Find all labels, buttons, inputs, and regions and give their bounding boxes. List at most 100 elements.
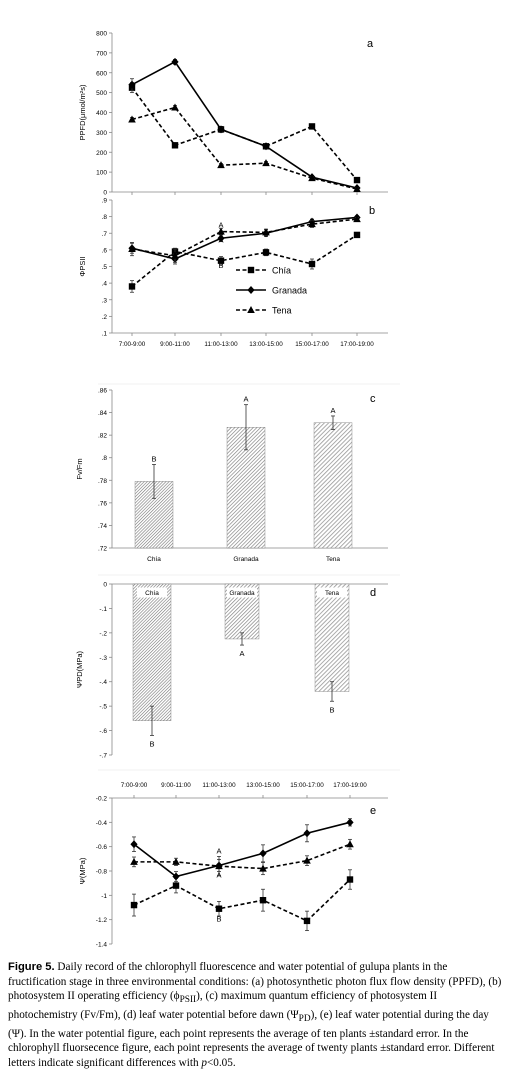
category-label-d: Tena [325, 590, 339, 597]
series-a-chía [128, 82, 361, 184]
data-point-b [353, 231, 361, 239]
panel-c: .72 .74 .76 .78 .8 .82 .84 .86 B Chía A Granada A Ten… [75, 388, 388, 563]
data-point-b [308, 260, 316, 268]
significance-letter-b: A [218, 235, 223, 244]
y-tick-label-d: -.7 [99, 753, 107, 760]
significance-letter-b: A [218, 220, 223, 229]
panel-a: 0 100 200 300 400 500 600 700 800 a PPFD(μmol/m²s) [78, 31, 388, 197]
x-tick-label-b: 9:00-11:00 [160, 341, 190, 348]
legend-marker [247, 266, 255, 274]
significance-letter-c: B [151, 454, 156, 463]
data-point-e [172, 882, 180, 889]
category-label-bg-d [317, 587, 347, 598]
data-point-e [259, 864, 267, 872]
panel-label-a: a [367, 38, 374, 50]
x-tick-label-e: 13:00-15:00 [246, 782, 280, 789]
data-point-e [130, 857, 138, 865]
data-point-e [259, 897, 267, 904]
y-tick-label-b: .4 [102, 281, 108, 288]
x-tick-label-e: 11:00-13:00 [202, 782, 236, 789]
category-label-d: Chía [145, 590, 159, 597]
data-point-e [215, 862, 223, 870]
data-point-a [217, 125, 225, 134]
y-tick-label-c: .8 [102, 455, 108, 462]
data-point-b [128, 283, 136, 290]
y-tick-label-b: .8 [102, 214, 108, 221]
data-point-a [308, 174, 316, 182]
series-line-a [131, 106, 358, 190]
bar-d-tena [314, 583, 350, 692]
y-tick-label-b: .6 [102, 247, 108, 254]
data-point-b [217, 257, 225, 264]
y-tick-label-a: 600 [96, 70, 107, 77]
panel-label-e: e [370, 805, 376, 817]
significance-letter-e: A [216, 846, 221, 855]
panel-b: .1 .2 .3 .4 .5 .6 .7 .8 .9 7:00-9:00 9:00-11:00 11:… [78, 198, 388, 348]
category-label-d: Granada [229, 590, 255, 597]
series-a-tena [128, 103, 361, 193]
data-point-b [308, 220, 316, 228]
data-point-e [346, 818, 354, 827]
data-point-b [353, 215, 361, 223]
significance-letter-d: B [329, 705, 334, 714]
y-tick-label-e: -1 [101, 893, 107, 900]
panel-label-d: d [370, 587, 376, 599]
y-axis-label-c: Fv/Fm [75, 458, 84, 479]
y-tick-label-a: 400 [96, 110, 107, 117]
y-tick-label-d: -.1 [99, 606, 107, 613]
category-label-c: Granada [233, 556, 259, 563]
significance-letter-d: A [239, 649, 244, 658]
data-point-b [128, 245, 136, 253]
y-tick-label-a: 700 [96, 50, 107, 57]
y-tick-label-a: 300 [96, 130, 107, 137]
data-point-e [303, 856, 311, 864]
data-point-e [259, 849, 267, 858]
bar-c-tena [313, 422, 353, 549]
y-axis-label-e: Ψ(MPa) [78, 857, 87, 884]
figure-caption: Figure 5. Daily record of the chlorophyl… [8, 960, 508, 1071]
legend-marker [247, 306, 255, 313]
data-point-b [217, 227, 225, 235]
y-tick-label-a: 200 [96, 150, 107, 157]
data-point-e [346, 840, 354, 848]
data-point-a [308, 123, 316, 130]
caption-text-3: ), (e) leaf water potential during the d… [8, 1009, 495, 1070]
y-tick-label-d: -.5 [99, 704, 107, 711]
data-point-a [353, 176, 361, 184]
series-e-tena [130, 838, 354, 877]
x-tick-label-b: 11:00-13:00 [204, 341, 238, 348]
data-point-a [262, 159, 270, 167]
data-point-b [171, 251, 179, 259]
figure-5-chart: 0 100 200 300 400 500 600 700 800 a PPFD(μmol/m²s)… [75, 31, 400, 949]
category-label-bg-d [137, 587, 167, 598]
data-point-a [262, 142, 270, 151]
y-tick-label-a: 100 [96, 170, 107, 177]
panel-label-b: b [369, 205, 375, 217]
y-tick-label-c: .72 [98, 546, 107, 553]
series-line-b [131, 216, 358, 260]
y-tick-label-c: .76 [98, 500, 107, 507]
series-line-a [131, 87, 358, 181]
x-tick-label-e: 9:00-11:00 [161, 782, 191, 789]
y-tick-label-d: -.2 [99, 630, 107, 637]
y-tick-label-b: .9 [102, 198, 108, 205]
y-tick-label-a: 0 [103, 190, 107, 197]
data-point-a [217, 161, 225, 169]
series-line-e [134, 843, 351, 870]
caption-text-4: <0.05. [206, 1057, 236, 1070]
caption-text-2: ), (c) maximum quantum efficiency of pho… [8, 990, 438, 1022]
y-tick-label-c: .84 [98, 410, 107, 417]
x-tick-label-e: 7:00-9:00 [121, 782, 148, 789]
data-point-a [171, 103, 179, 111]
y-tick-label-b: .5 [102, 264, 108, 271]
series-line-b [131, 234, 358, 288]
x-tick-label-b: 15:00-17:00 [295, 341, 329, 348]
y-tick-label-a: 800 [96, 31, 107, 38]
y-tick-label-b: .2 [102, 314, 108, 321]
y-tick-label-d: -.4 [99, 679, 107, 686]
caption-text: Daily record of the chlorophyll fluoresc… [8, 961, 502, 1003]
significance-letter-c: A [330, 406, 335, 415]
data-point-b [262, 249, 270, 256]
bar-d-chía [132, 583, 172, 722]
y-tick-label-b: .3 [102, 297, 108, 304]
